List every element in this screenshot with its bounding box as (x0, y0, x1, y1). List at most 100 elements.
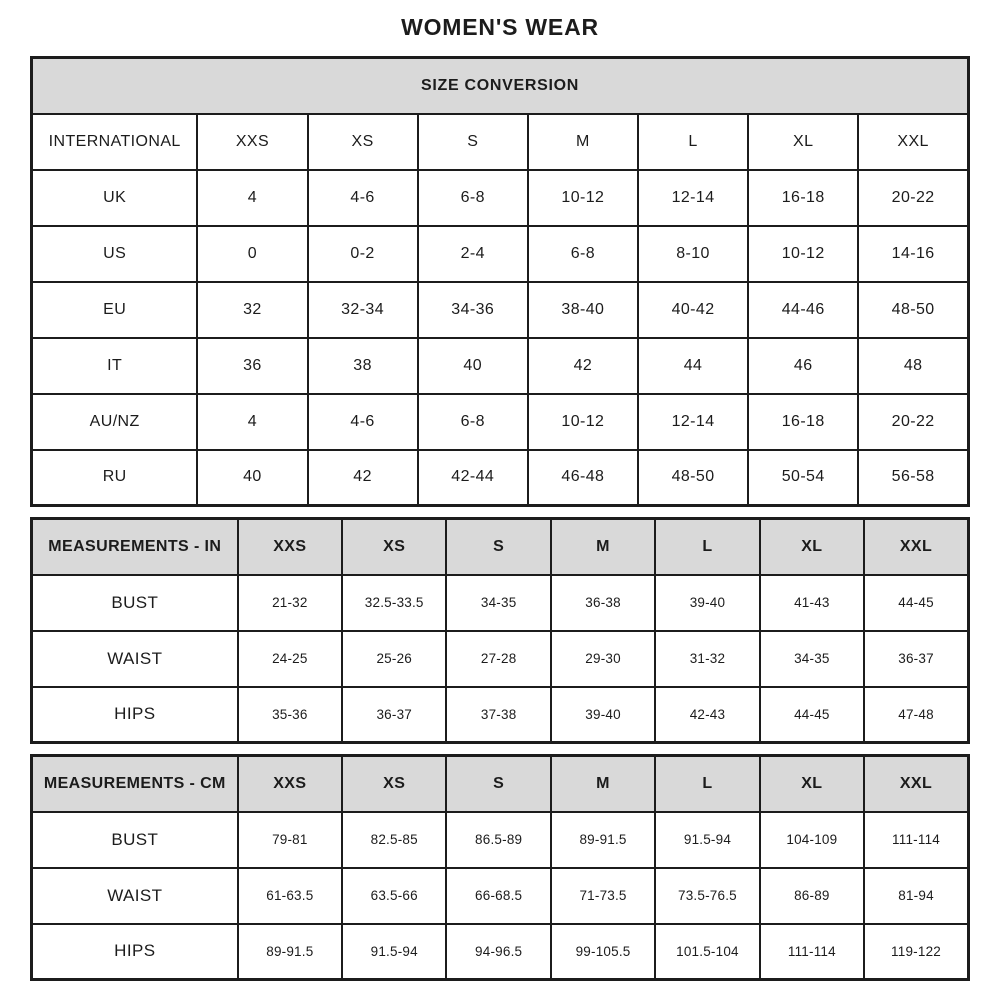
table-cell: 29-30 (549, 629, 657, 688)
table-cell: 38 (306, 336, 419, 395)
table-cell: 20-22 (857, 168, 970, 227)
row-label: EU (30, 280, 199, 339)
row-label: IT (30, 336, 199, 395)
table-cell: 89-91.5 (236, 922, 344, 981)
table-cell: 14-16 (857, 224, 970, 283)
column-header: XXL (857, 112, 970, 171)
table-row: US 0 0-2 2-4 6-8 8-10 10-12 14-16 (30, 224, 970, 283)
table-cell: 10-12 (526, 168, 639, 227)
table-cell: 0 (196, 224, 309, 283)
table-cell: 86.5-89 (445, 810, 552, 869)
table-cell: 20-22 (857, 392, 970, 451)
table-cell: 6-8 (416, 392, 529, 451)
page-title: WOMEN'S WEAR (401, 14, 599, 40)
table-cell: 119-122 (863, 922, 970, 981)
table-cell: 40-42 (636, 280, 750, 339)
table-cell: 32.5-33.5 (341, 573, 448, 632)
row-label: UK (30, 168, 199, 227)
table-row: AU/NZ 4 4-6 6-8 10-12 12-14 16-18 20-22 (30, 392, 970, 451)
measurements-in-title: MEASUREMENTS - IN (30, 517, 239, 576)
table-cell: 34-36 (416, 280, 529, 339)
table-cell: 10-12 (747, 224, 860, 283)
table-cell: 36-37 (341, 685, 448, 744)
table-cell: 56-58 (857, 448, 970, 507)
table-row: WAIST 61-63.5 63.5-66 66-68.5 71-73.5 73… (30, 866, 970, 925)
row-label: US (30, 224, 199, 283)
table-cell: 41-43 (758, 573, 866, 632)
column-header: XXS (236, 754, 344, 813)
table-cell: 4 (196, 392, 309, 451)
table-row: HIPS 89-91.5 91.5-94 94-96.5 99-105.5 10… (30, 922, 970, 981)
column-header: S (445, 754, 552, 813)
table-cell: 48 (857, 336, 970, 395)
table-cell: 4 (196, 168, 309, 227)
table-cell: 91.5-94 (341, 922, 448, 981)
table-cell: 32-34 (306, 280, 419, 339)
table-cell: 91.5-94 (654, 810, 761, 869)
table-cell: 89-91.5 (549, 810, 657, 869)
table-cell: 66-68.5 (445, 866, 552, 925)
row-label: BUST (30, 810, 239, 869)
column-header: XS (341, 754, 448, 813)
table-cell: 44 (636, 336, 750, 395)
column-header: M (549, 754, 657, 813)
table-cell: 16-18 (747, 392, 860, 451)
column-header: L (654, 517, 761, 576)
table-cell: 10-12 (526, 392, 639, 451)
column-header: XXS (196, 112, 309, 171)
size-conversion-title: SIZE CONVERSION (30, 56, 970, 115)
table-row: HIPS 35-36 36-37 37-38 39-40 42-43 44-45… (30, 685, 970, 744)
table-cell: 48-50 (636, 448, 750, 507)
table-cell: 86-89 (758, 866, 866, 925)
table-cell: 44-45 (863, 573, 970, 632)
table-cell: 35-36 (236, 685, 344, 744)
column-header: L (654, 754, 761, 813)
table-cell: 38-40 (526, 280, 639, 339)
row-label: WAIST (30, 866, 239, 925)
table-cell: 104-109 (758, 810, 866, 869)
row-label: HIPS (30, 685, 239, 744)
table-row: IT 36 38 40 42 44 46 48 (30, 336, 970, 395)
column-header: L (636, 112, 750, 171)
column-header: M (549, 517, 657, 576)
column-header: XS (306, 112, 419, 171)
column-header: XS (341, 517, 448, 576)
table-cell: 16-18 (747, 168, 860, 227)
table-cell: 34-35 (445, 573, 552, 632)
table-cell: 31-32 (654, 629, 761, 688)
table-cell: 101.5-104 (654, 922, 761, 981)
table-cell: 63.5-66 (341, 866, 448, 925)
table-cell: 50-54 (747, 448, 860, 507)
table-cell: 42 (306, 448, 419, 507)
table-cell: 36-37 (863, 629, 970, 688)
table-cell: 42-43 (654, 685, 761, 744)
measurements-cm-table: MEASUREMENTS - CM XXS XS S M L XL XXL BU… (30, 754, 970, 981)
table-cell: 2-4 (416, 224, 529, 283)
table-cell: 111-114 (758, 922, 866, 981)
table-cell: 39-40 (654, 573, 761, 632)
column-header: S (445, 517, 552, 576)
column-header: XXL (863, 754, 970, 813)
table-cell: 6-8 (526, 224, 639, 283)
table-cell: 36-38 (549, 573, 657, 632)
table-cell: 42-44 (416, 448, 529, 507)
table-row: WAIST 24-25 25-26 27-28 29-30 31-32 34-3… (30, 629, 970, 688)
row-label: HIPS (30, 922, 239, 981)
table-cell: 12-14 (636, 392, 750, 451)
table-cell: 37-38 (445, 685, 552, 744)
table-cell: 46 (747, 336, 860, 395)
table-cell: 44-45 (758, 685, 866, 744)
table-cell: 99-105.5 (549, 922, 657, 981)
row-label: AU/NZ (30, 392, 199, 451)
table-cell: 46-48 (526, 448, 639, 507)
table-row: EU 32 32-34 34-36 38-40 40-42 44-46 48-5… (30, 280, 970, 339)
table-cell: 24-25 (236, 629, 344, 688)
table-cell: 40 (196, 448, 309, 507)
row-label: BUST (30, 573, 239, 632)
table-cell: 44-46 (747, 280, 860, 339)
table-cell: 6-8 (416, 168, 529, 227)
table-row: BUST 79-81 82.5-85 86.5-89 89-91.5 91.5-… (30, 810, 970, 869)
table-cell: 61-63.5 (236, 866, 344, 925)
table-cell: 27-28 (445, 629, 552, 688)
table-cell: 34-35 (758, 629, 866, 688)
